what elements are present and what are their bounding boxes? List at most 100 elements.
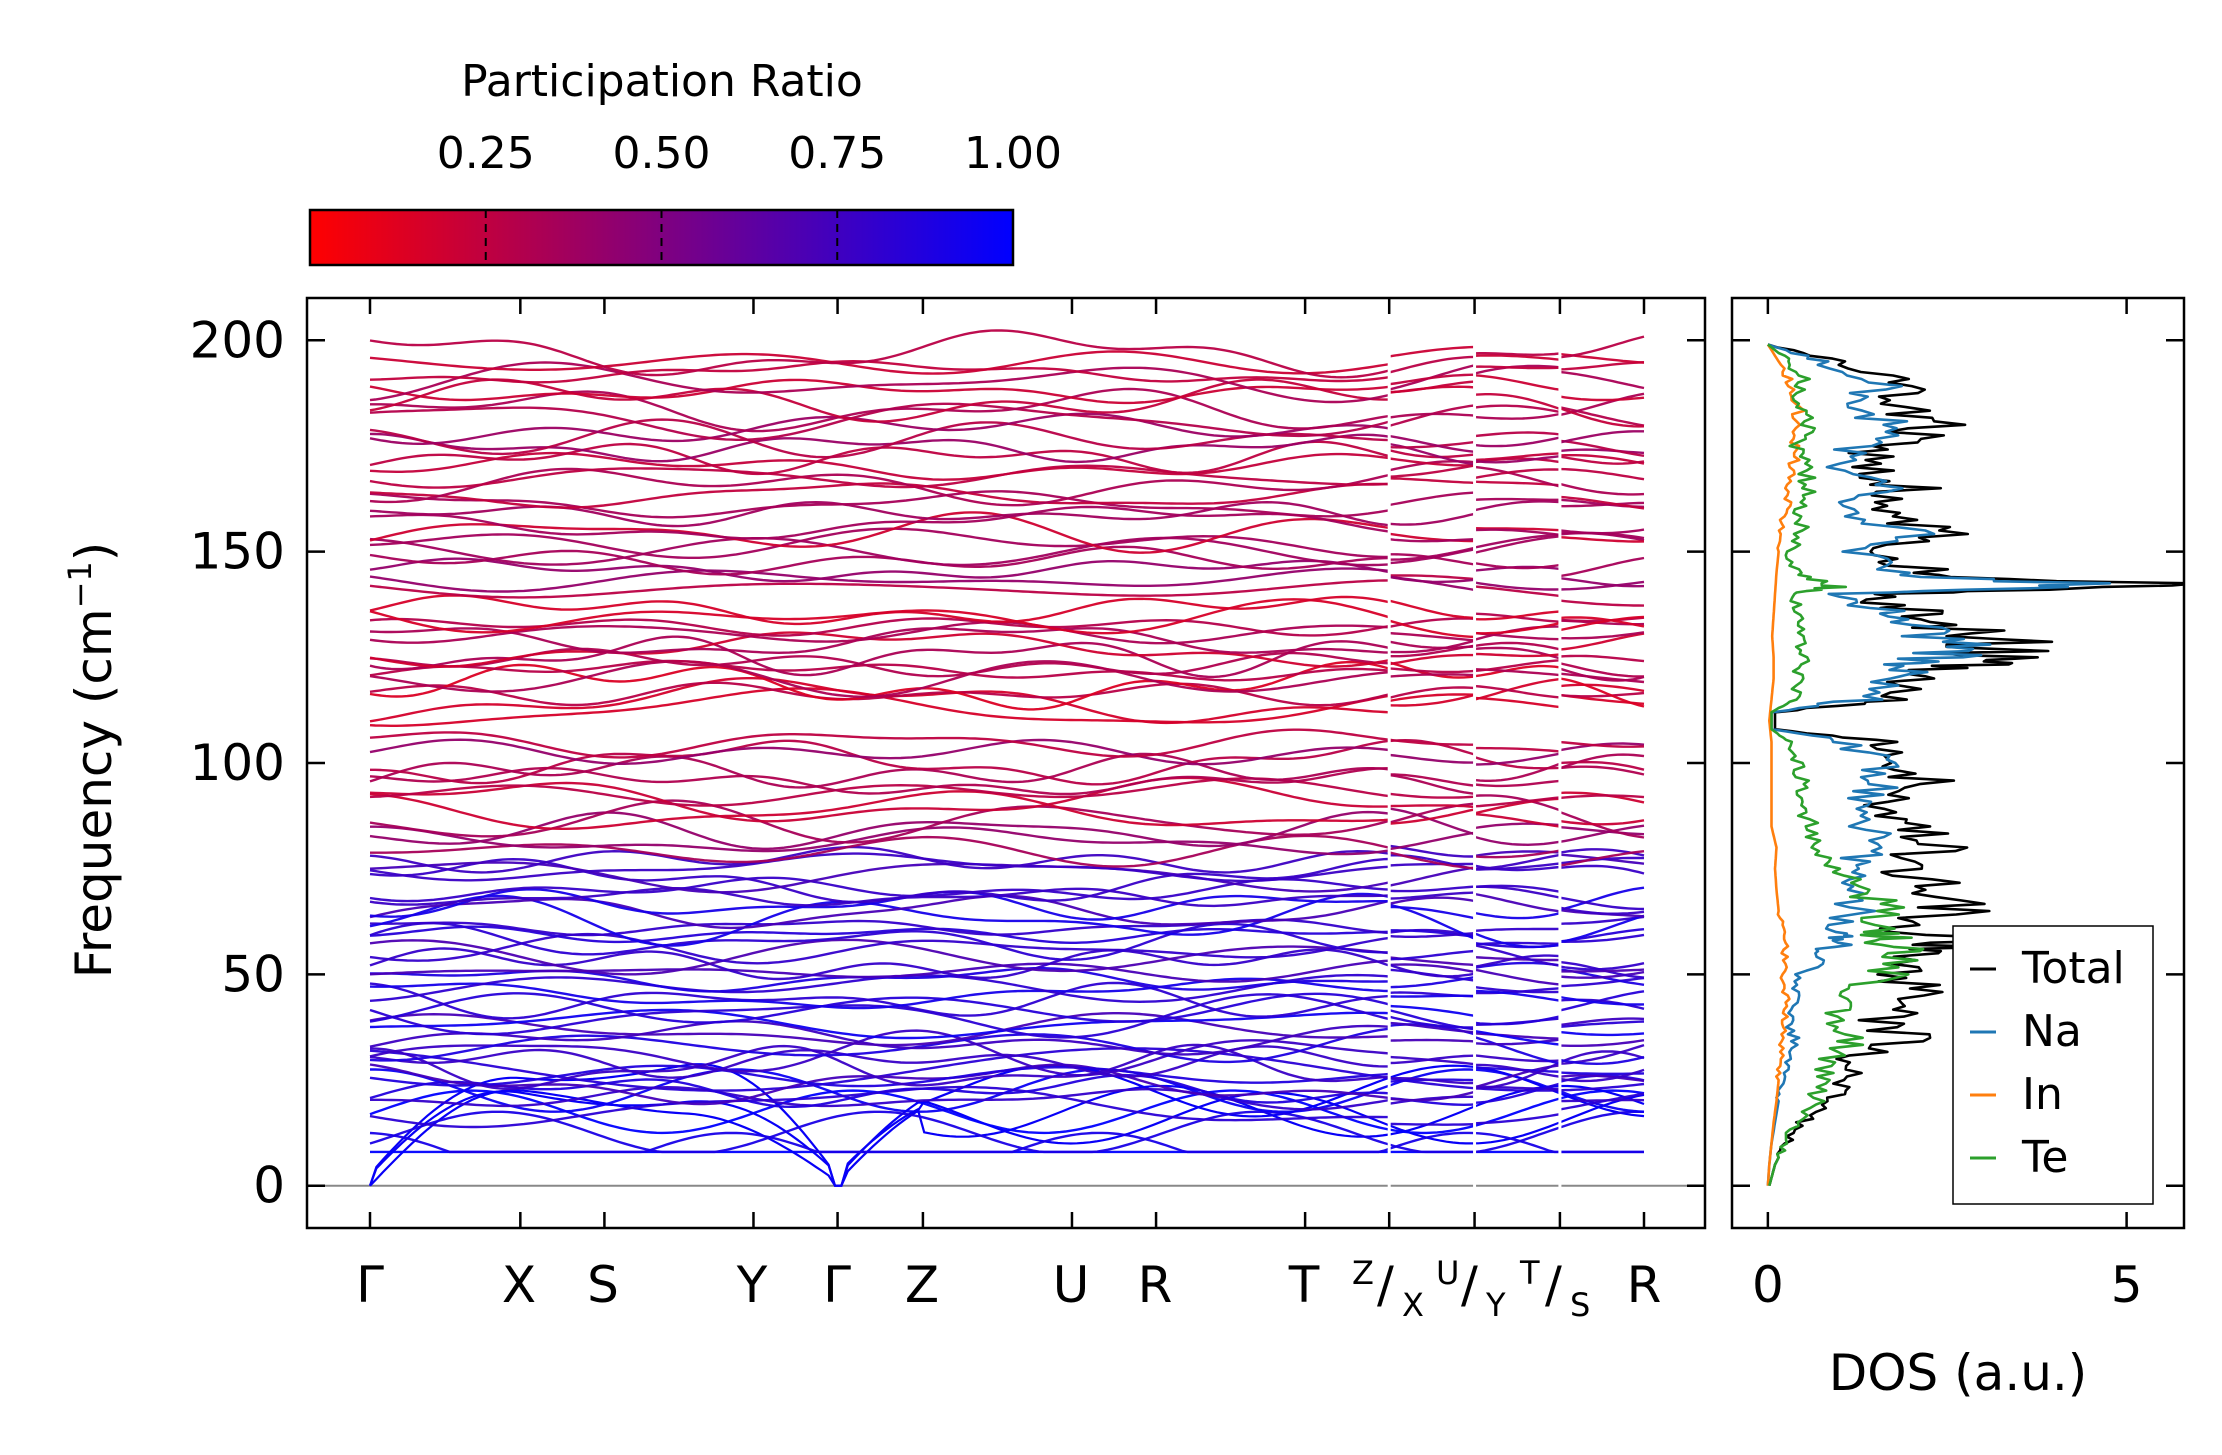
band-line [1474,465,1561,488]
band-line [1389,976,1475,989]
band-line [1474,585,1561,598]
band-line [1388,693,1475,703]
kpoint-label-gamma-1: Γ [356,1256,384,1314]
band-line [1474,1029,1561,1046]
band-line [369,451,1390,481]
band-line [369,660,1390,711]
dos-y-ticks [1732,339,2184,1187]
band-line [1559,886,1645,911]
y-tick-label: 150 [190,523,285,581]
band-line [1474,796,1561,808]
kpoint-label-t-sup: T [1519,1254,1540,1292]
band-line [1389,1004,1475,1017]
band-line [369,361,1390,404]
band-line [1474,849,1561,859]
band-line [1559,968,1645,973]
band-line [1559,826,1645,836]
kpoint-slash-1: / [1377,1256,1394,1314]
band-line [369,925,1390,944]
band-line [1474,659,1560,673]
band-line [1474,365,1560,370]
band-line [1389,1090,1475,1102]
band-line [1559,361,1645,371]
band-line [1559,856,1645,865]
band-line [369,932,1390,965]
segment-breaks [1387,302,1562,1192]
band-line [369,1110,1390,1154]
band-line [1474,562,1561,570]
band-line [1389,994,1475,998]
band-panel: 0 50 100 150 200 Γ X S Y Γ Z U R T R Z / X U… [61,296,1707,1324]
band-line [1559,1050,1645,1064]
band-line [369,594,1390,626]
band-line [369,845,1390,874]
band-line [1559,819,1645,826]
band-line [369,1131,1390,1154]
dos-line-na [1766,343,2112,1186]
band-line [1474,1063,1561,1078]
band-line [1389,373,1475,386]
band-line [1388,1008,1475,1031]
band-line [1559,439,1645,457]
band-line [1389,891,1475,900]
band-line [369,776,1390,823]
band-line [1559,995,1645,1006]
kpoint-slash-3: / [1545,1256,1562,1314]
y-axis-label-main: Frequency (cm [65,608,123,978]
band-line [1388,619,1475,639]
band-line [1559,896,1645,911]
band-line [1559,631,1645,640]
band-line [369,799,1390,844]
band-line [1388,1131,1475,1150]
band-line [1559,765,1645,776]
y-axis-label-sup: −1 [61,561,99,608]
band-line [369,579,1390,599]
band-line [1388,1143,1475,1154]
band-line [1559,577,1645,588]
band-line [1559,667,1645,682]
band-line [1559,370,1645,390]
band-line [1389,512,1475,526]
band-line [369,993,1390,1039]
band-line [1559,1017,1645,1027]
band-line [1474,436,1561,448]
band-line [369,467,1390,507]
band-line [1389,949,1475,961]
band-line [369,635,1390,679]
band-line [1559,392,1645,417]
band-line [1474,911,1561,920]
colorbar-title: Participation Ratio [461,56,863,107]
band-line [1389,1077,1475,1085]
band-line [1389,963,1475,974]
band-line [369,557,1390,583]
band-line [1388,575,1475,584]
kpoint-label-x-sub: X [1402,1286,1424,1324]
band-line [1474,1131,1560,1154]
band-line [369,738,1390,766]
colorbar-ticks: 0.25 0.50 0.75 1.00 [437,128,1062,265]
band-line [369,627,1390,655]
dos-lines [1766,343,2184,1187]
band-line [369,490,1390,519]
band-line [369,1045,1390,1079]
band-line [1559,482,1645,496]
band-line [1474,528,1561,536]
band-line [369,621,1390,645]
band-line [1474,812,1561,828]
band-line [1559,677,1645,708]
band-line [369,888,1390,921]
band-line [369,418,1390,459]
band-line [369,545,1390,576]
band-line [1474,352,1561,357]
band-line [1474,756,1560,770]
band-line [1389,693,1475,707]
band-line [1559,454,1645,465]
band-line [369,378,1390,423]
band-line [1389,1021,1475,1034]
band-line-acoustic [368,1084,1645,1187]
legend-label-na: Na [2022,1006,2082,1057]
band-x-split-labels: Z / X U / Y T / S [1352,1254,1590,1324]
colorbar: Participation Ratio 0.25 0.50 0.75 1.00 [308,56,1062,267]
band-line [369,977,1390,1010]
